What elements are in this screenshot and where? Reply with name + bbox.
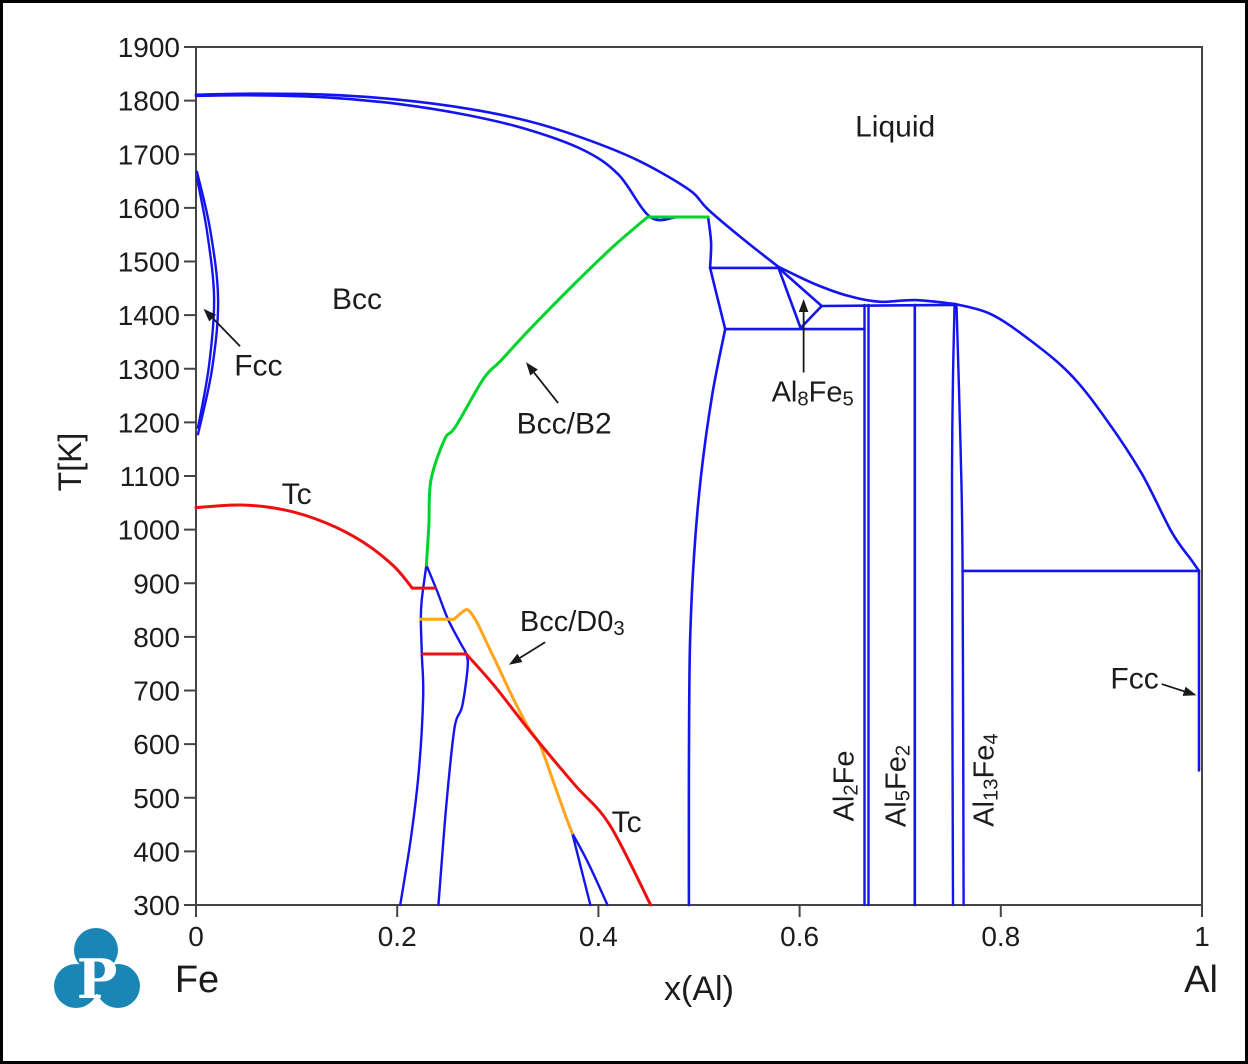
x-tick-label: 0.8 bbox=[981, 921, 1020, 952]
y-tick-label: 1800 bbox=[118, 86, 180, 117]
series-al13fe4-left bbox=[950, 303, 956, 907]
series-liquidus-left bbox=[194, 92, 780, 269]
arrows-layer bbox=[203, 299, 1197, 696]
label-al8fe5: Al8Fe5 bbox=[772, 376, 854, 410]
y-tick-label: 1400 bbox=[118, 300, 180, 331]
y-tick-label: 1300 bbox=[118, 354, 180, 385]
series-solidus bbox=[194, 93, 710, 222]
y-axis-title: T[K] bbox=[52, 433, 88, 492]
axis-titles: T[K] x(Al) Fe Al bbox=[52, 433, 1218, 1008]
series-liquidus-mid-plateau bbox=[777, 265, 956, 306]
label-al2fe: Al2Fe bbox=[828, 750, 862, 821]
arrow-fcc-al-arrow bbox=[1161, 683, 1197, 696]
x-tick-label: 0.6 bbox=[780, 921, 819, 952]
arrow-head bbox=[798, 299, 809, 312]
arrow-head bbox=[508, 653, 523, 665]
y-tick-label: 1700 bbox=[118, 139, 180, 170]
y-tick-label: 700 bbox=[133, 676, 180, 707]
label-tc-lower: Tc bbox=[612, 805, 642, 838]
y-tick-label: 1200 bbox=[118, 407, 180, 438]
series-b2-right-solvus bbox=[687, 327, 727, 907]
label-fcc-fe: Fcc bbox=[234, 349, 282, 382]
label-al13fe4: Al13Fe4 bbox=[969, 733, 1003, 826]
series-bcc-b2-line bbox=[424, 215, 650, 567]
fe-al-phase-diagram: 300 400 500 600 700 800 900 1000 1100 1200 1300 140… bbox=[52, 32, 1218, 1011]
logo-lobe-right bbox=[96, 964, 140, 1008]
arrow-bcc-d03-arrow bbox=[508, 641, 546, 665]
x-tick-label: 0 bbox=[188, 921, 204, 952]
labels-layer: Liquid Bcc Fcc Bcc/B2 Al8Fe5 Bcc/D03 Tc Tc Fcc Al… bbox=[234, 110, 1159, 839]
series-alpha-lens-left bbox=[399, 563, 428, 907]
series-gamma-loop-outer bbox=[195, 170, 220, 436]
arrow-head bbox=[1182, 686, 1197, 696]
series-liquidus-right bbox=[953, 302, 1201, 573]
arrow-fcc-fe-arrow bbox=[203, 308, 241, 347]
logo-lobe-left bbox=[54, 964, 98, 1008]
arrow-head bbox=[203, 308, 217, 322]
arrow-line bbox=[211, 317, 241, 347]
arrow-head bbox=[526, 362, 538, 376]
series-curie-main bbox=[194, 503, 414, 590]
y-tick-label: 900 bbox=[133, 568, 180, 599]
x-tick-label: 0.2 bbox=[378, 921, 417, 952]
arrow-line bbox=[519, 641, 546, 659]
series-bcc-d03-line bbox=[452, 608, 574, 835]
series-al13fe4-right bbox=[955, 303, 965, 907]
y-tick-label: 1100 bbox=[120, 461, 180, 492]
label-fcc-al: Fcc bbox=[1110, 662, 1158, 695]
plot-frame bbox=[195, 46, 1203, 906]
axis-ticks: 300 400 500 600 700 800 900 1000 1100 1200 1300 140… bbox=[118, 32, 1210, 952]
series-alpha-lens-right bbox=[425, 563, 470, 907]
series-peritectic-1419 bbox=[820, 303, 956, 308]
y-tick-label: 1900 bbox=[118, 32, 180, 63]
label-liquid: Liquid bbox=[855, 110, 935, 143]
y-tick-label: 300 bbox=[133, 890, 180, 921]
series-d03-lens-left bbox=[571, 831, 592, 907]
y-tick-label: 800 bbox=[133, 622, 180, 653]
label-tc-upper: Tc bbox=[282, 478, 312, 511]
plot-border bbox=[195, 46, 1203, 906]
series-curie-lower bbox=[464, 652, 653, 907]
series-solidus-drop bbox=[706, 215, 713, 270]
series-b2-solvus-upper-left bbox=[708, 266, 727, 331]
logo-lobe-top bbox=[74, 928, 118, 972]
y-tick-label: 500 bbox=[133, 783, 180, 814]
arrow-al8fe5-arrow bbox=[798, 299, 809, 373]
left-endmember-label: Fe bbox=[175, 959, 219, 1001]
pandat-logo: P bbox=[54, 928, 140, 1011]
label-al5fe2: Al5Fe2 bbox=[881, 745, 915, 827]
series-al8fe5-left-boundary bbox=[777, 266, 802, 330]
series-al8fe5-right-upper bbox=[777, 266, 823, 308]
y-tick-label: 1500 bbox=[118, 247, 180, 278]
label-bcc-d03: Bcc/D03 bbox=[520, 606, 625, 640]
right-endmember-label: Al bbox=[1184, 959, 1218, 1001]
arrow-line bbox=[1161, 683, 1185, 693]
x-tick-label: 1 bbox=[1194, 921, 1210, 952]
y-tick-label: 1000 bbox=[118, 515, 180, 546]
x-tick-label: 0.4 bbox=[579, 921, 618, 952]
arrow-line bbox=[533, 371, 559, 404]
series-layer bbox=[194, 92, 1201, 907]
label-bcc-b2: Bcc/B2 bbox=[517, 407, 612, 440]
y-tick-label: 400 bbox=[133, 836, 180, 867]
series-d03-lens-right bbox=[571, 831, 609, 907]
x-axis-title: x(Al) bbox=[664, 970, 734, 1008]
arrow-bcc-b2-arrow bbox=[526, 362, 559, 404]
logo-letter: P bbox=[77, 947, 118, 1011]
series-gamma-loop-inner bbox=[195, 177, 216, 429]
label-bcc: Bcc bbox=[332, 283, 382, 316]
y-tick-label: 600 bbox=[133, 729, 180, 760]
y-tick-label: 1600 bbox=[118, 193, 180, 224]
